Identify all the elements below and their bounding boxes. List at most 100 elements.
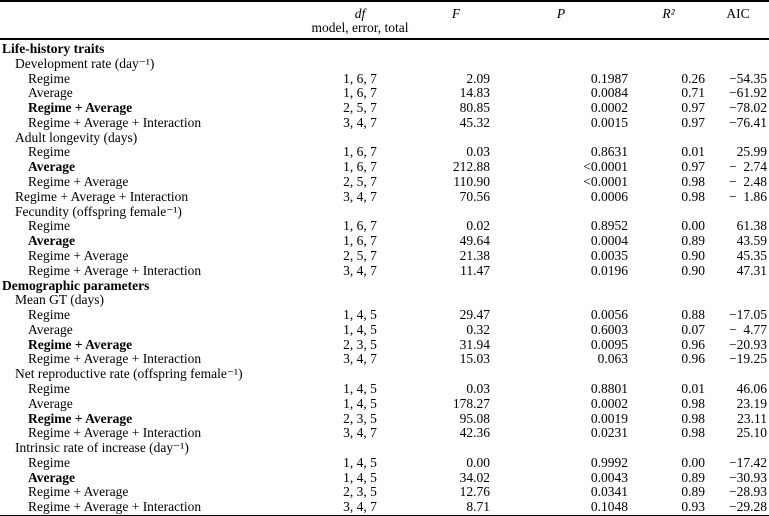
row-label: Regime + Average (28, 175, 129, 190)
row-label: Intrinsic rate of increase (day⁻¹) (15, 441, 189, 456)
f-cell: 11.47 (460, 263, 490, 278)
table-row: Intrinsic rate of increase (day⁻¹) (0, 441, 769, 456)
aic-cell: −17.42 (729, 455, 767, 470)
f-cell: 29.47 (459, 308, 490, 323)
df-cell: 1, 4, 5 (343, 322, 377, 337)
row-label: Regime + Average + Interaction (28, 426, 202, 441)
p-cell: 0.0196 (590, 263, 628, 278)
r2-cell: 0.98 (681, 426, 705, 441)
f-cell: 70.56 (459, 189, 490, 204)
header-df: df model, error, total (300, 1, 420, 40)
table-body: Life-history traits Development rate (day… (0, 39, 769, 516)
df-cell: 2, 3, 5 (343, 411, 377, 426)
table-row: Regime + Average 2, 5, 7 110.90 <0.0001 0.98… (0, 175, 769, 190)
table-row: Regime + Average 2, 5, 7 80.85 0.0002 0.97 −7… (0, 101, 769, 116)
aic-cell: −61.92 (729, 86, 767, 101)
p-cell: 0.9992 (590, 455, 628, 470)
aic-cell: −29.28 (729, 500, 767, 515)
table-row: Regime 1, 4, 5 29.47 0.0056 0.88 −17.05 (0, 308, 769, 323)
aic-cell: 45.35 (736, 248, 767, 263)
df-cell: 2, 3, 5 (343, 485, 377, 500)
table-header: df model, error, total F P R² AIC (0, 1, 769, 40)
r2-cell: 0.01 (681, 145, 705, 160)
p-cell: 0.8631 (590, 145, 628, 160)
table-row: Average 1, 6, 7 49.64 0.0004 0.89 43.59 (0, 234, 769, 249)
row-label: Net reproductive rate (offspring female⁻… (15, 367, 243, 382)
table-row: Regime + Average 2, 3, 5 31.94 0.0095 0.96 −2… (0, 338, 769, 353)
table-row: Demographic parameters (0, 279, 769, 294)
df-cell: 2, 5, 7 (343, 101, 377, 116)
table-row: Regime + Average 2, 3, 5 12.76 0.0341 0.89 −2… (0, 485, 769, 500)
header-f: F (420, 1, 492, 40)
df-cell: 1, 4, 5 (343, 455, 377, 470)
r2-cell: 0.89 (681, 485, 705, 500)
df-cell: 1, 4, 5 (343, 381, 377, 396)
row-label: Regime + Average (28, 485, 129, 500)
table-row: Average 1, 4, 5 0.32 0.6003 0.07 − 4.77 (0, 323, 769, 338)
table-row: Net reproductive rate (offspring female⁻… (0, 367, 769, 382)
f-cell: 14.83 (459, 86, 490, 101)
df-cell: 3, 4, 7 (343, 500, 377, 515)
p-cell: 0.0341 (590, 485, 628, 500)
aic-cell: −19.25 (729, 352, 767, 367)
p-cell: 0.8952 (590, 219, 628, 234)
row-label: Regime (28, 308, 70, 323)
f-cell: 42.36 (459, 426, 490, 441)
row-label: Regime (28, 71, 70, 86)
p-cell: 0.1987 (590, 71, 628, 86)
df-cell: 3, 4, 7 (343, 426, 377, 441)
table-row: Regime + Average 2, 3, 5 95.08 0.0019 0.98 23… (0, 412, 769, 427)
p-cell: 0.0004 (590, 234, 628, 249)
row-label: Adult longevity (days) (15, 130, 138, 145)
df-cell: 2, 3, 5 (343, 337, 377, 352)
f-cell: 0.32 (466, 322, 490, 337)
df-cell: 3, 4, 7 (343, 189, 377, 204)
aic-cell: −76.41 (729, 115, 767, 130)
table-row: Development rate (day⁻¹) (0, 57, 769, 72)
row-label: Development rate (day⁻¹) (15, 56, 155, 71)
row-label: Average (28, 322, 73, 337)
aic-cell: −54.35 (729, 71, 767, 86)
df-cell: 1, 6, 7 (343, 71, 377, 86)
header-row: df model, error, total F P R² AIC (0, 1, 769, 40)
aic-cell: − 1.86 (729, 189, 767, 204)
table-row: Regime + Average + Interaction 3, 4, 7 42.… (0, 426, 769, 441)
r2-cell: 0.71 (681, 86, 705, 101)
aic-cell: 46.06 (736, 381, 767, 396)
f-cell: 45.32 (459, 115, 490, 130)
table-row: Regime 1, 6, 7 0.03 0.8631 0.01 25.99 (0, 145, 769, 160)
f-cell: 34.02 (459, 470, 490, 485)
p-cell: 0.0095 (590, 337, 628, 352)
p-cell: 0.0002 (590, 101, 628, 116)
aic-cell: −17.05 (729, 308, 767, 323)
aic-cell: − 2.74 (729, 160, 767, 175)
r2-cell: 0.00 (681, 455, 705, 470)
table-row: Regime + Average + Interaction 3, 4, 7 45.… (0, 116, 769, 131)
row-label: Regime + Average (28, 101, 133, 116)
f-cell: 21.38 (459, 248, 490, 263)
table-row: Regime 1, 4, 5 0.03 0.8801 0.01 46.06 (0, 382, 769, 397)
r2-cell: 0.01 (681, 381, 705, 396)
df-cell: 1, 6, 7 (343, 86, 377, 101)
r2-cell: 0.96 (681, 352, 705, 367)
row-label: Mean GT (days) (15, 293, 104, 308)
f-cell: 110.90 (453, 175, 490, 190)
r2-cell: 0.97 (681, 101, 705, 116)
table-row: Regime + Average + Interaction 3, 4, 7 11.… (0, 264, 769, 279)
aic-cell: −28.93 (729, 485, 767, 500)
row-label: Regime + Average + Interaction (28, 352, 202, 367)
r2-cell: 0.98 (681, 411, 705, 426)
df-cell: 1, 6, 7 (343, 160, 377, 175)
aic-cell: 25.99 (736, 145, 767, 160)
row-label: Regime + Average + Interaction (28, 115, 202, 130)
r2-cell: 0.88 (681, 308, 705, 323)
aic-cell: 23.19 (736, 396, 767, 411)
p-cell: 0.1048 (590, 500, 628, 515)
r2-cell: 0.96 (681, 337, 705, 352)
table-row: Regime + Average 2, 5, 7 21.38 0.0035 0.90 45… (0, 249, 769, 264)
r2-cell: 0.26 (681, 71, 705, 86)
p-cell: <0.0001 (583, 160, 628, 175)
row-label: Fecundity (offspring female⁻¹) (15, 204, 182, 219)
row-label: Regime + Average + Interaction (28, 500, 202, 515)
